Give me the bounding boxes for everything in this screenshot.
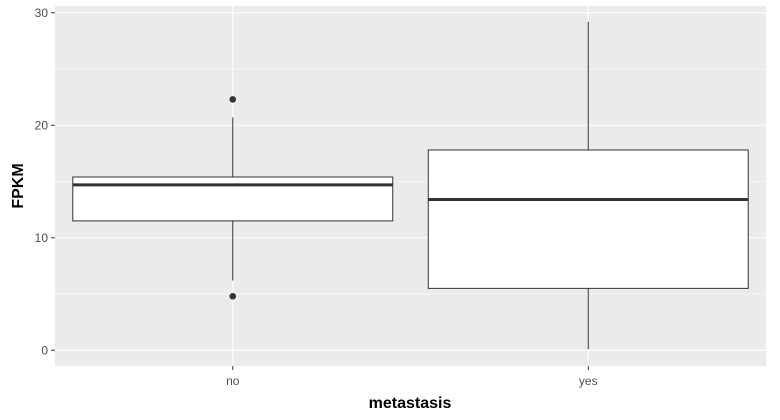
box-yes (427, 21, 749, 350)
y-tick-label: 10 (35, 231, 49, 245)
y-tick-label: 20 (35, 118, 49, 132)
y-tick-label: 0 (41, 343, 48, 357)
box-no (72, 96, 394, 300)
x-tick-label: no (226, 374, 240, 388)
y-axis-ticks: 0 10 20 30 (35, 6, 55, 357)
outlier-point (229, 292, 237, 300)
x-tick-label: yes (579, 374, 598, 388)
y-axis-title: FPKM (10, 163, 27, 208)
y-tick-label: 30 (35, 6, 49, 20)
boxes (72, 21, 749, 350)
outlier-point (229, 96, 237, 103)
x-axis-title: metastasis (369, 395, 452, 412)
box-iqr (427, 149, 749, 289)
x-axis-ticks: no yes (226, 366, 598, 388)
